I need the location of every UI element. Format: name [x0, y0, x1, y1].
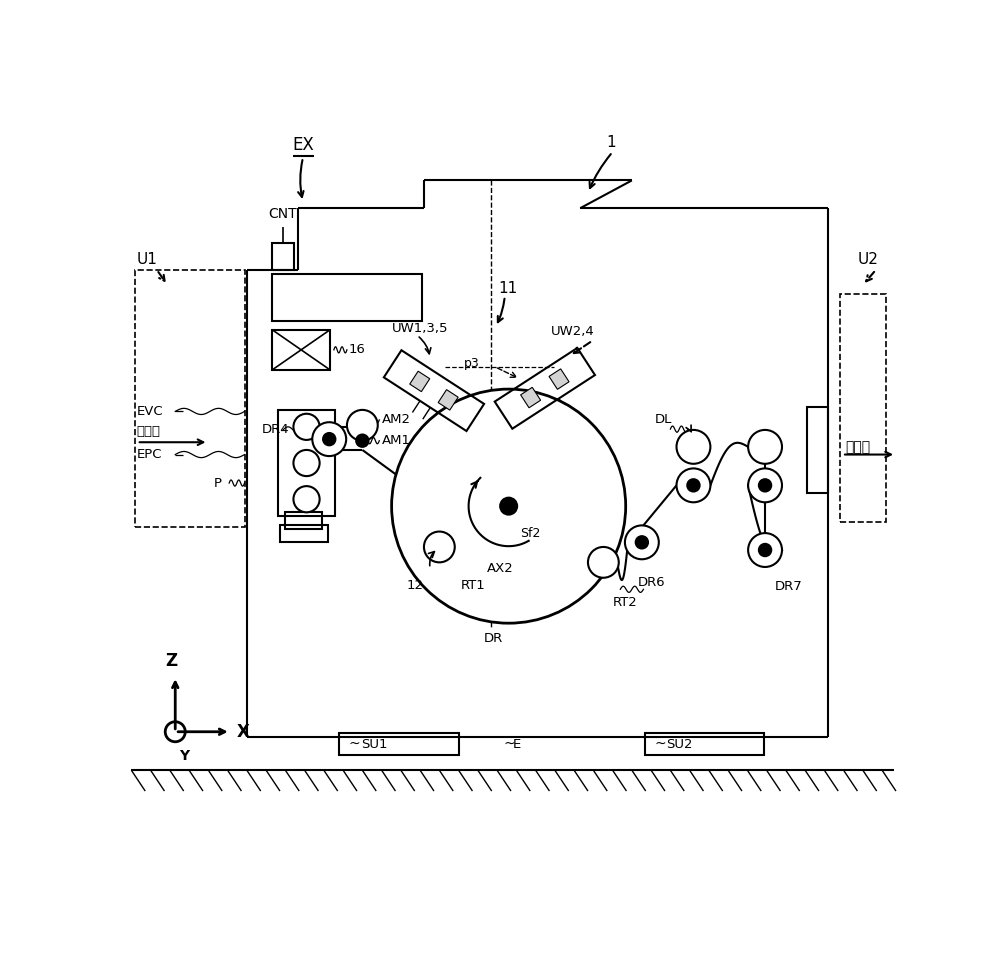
- Bar: [278, 410, 335, 517]
- Text: RT1: RT1: [461, 579, 486, 592]
- Bar: [339, 733, 459, 754]
- Text: ~: ~: [503, 737, 515, 752]
- Circle shape: [165, 721, 185, 742]
- Text: 12: 12: [407, 579, 424, 592]
- Circle shape: [293, 450, 320, 476]
- Text: X: X: [237, 722, 250, 741]
- Text: E: E: [512, 738, 521, 751]
- Text: RT2: RT2: [613, 596, 637, 609]
- Circle shape: [748, 430, 782, 464]
- Circle shape: [588, 547, 619, 578]
- Text: Y: Y: [179, 749, 189, 762]
- Circle shape: [636, 536, 648, 549]
- Text: EX: EX: [292, 136, 314, 154]
- Text: p3: p3: [464, 357, 480, 370]
- Circle shape: [293, 486, 320, 513]
- Circle shape: [759, 480, 771, 491]
- Circle shape: [500, 498, 517, 515]
- Text: EVC: EVC: [137, 405, 163, 418]
- Text: AM1: AM1: [382, 434, 411, 448]
- Circle shape: [392, 389, 626, 623]
- Polygon shape: [438, 389, 458, 410]
- Circle shape: [677, 430, 710, 464]
- Circle shape: [687, 480, 700, 491]
- Circle shape: [625, 525, 659, 559]
- Text: EPC: EPC: [137, 448, 162, 461]
- Circle shape: [424, 531, 455, 562]
- Bar: [280, 525, 328, 543]
- Text: 前工序: 前工序: [137, 425, 161, 438]
- Circle shape: [293, 414, 320, 440]
- Text: DR7: DR7: [774, 581, 802, 593]
- Bar: [272, 243, 294, 270]
- Text: U2: U2: [857, 252, 878, 267]
- Text: DR: DR: [484, 632, 503, 645]
- Text: Z: Z: [165, 653, 177, 670]
- Text: 16: 16: [348, 344, 365, 356]
- Circle shape: [323, 433, 335, 446]
- Bar: [272, 330, 330, 370]
- Text: CNT: CNT: [269, 207, 297, 221]
- Text: AX2: AX2: [487, 561, 514, 575]
- Text: SU2: SU2: [666, 738, 693, 751]
- Text: DR6: DR6: [638, 576, 666, 588]
- Text: ~: ~: [654, 737, 666, 752]
- Circle shape: [677, 468, 710, 502]
- Polygon shape: [549, 369, 569, 389]
- Circle shape: [748, 468, 782, 502]
- Bar: [807, 407, 828, 493]
- Circle shape: [312, 422, 346, 456]
- Text: AM2: AM2: [382, 414, 411, 426]
- Circle shape: [356, 435, 369, 447]
- Bar: [285, 513, 322, 529]
- Text: ~: ~: [348, 737, 360, 752]
- Text: U1: U1: [137, 252, 158, 267]
- Bar: [645, 733, 764, 754]
- Bar: [272, 274, 422, 321]
- Text: SU1: SU1: [361, 738, 387, 751]
- Text: DL: DL: [655, 413, 672, 425]
- Text: 11: 11: [499, 281, 518, 296]
- Bar: [135, 270, 245, 527]
- Text: UW1,3,5: UW1,3,5: [392, 322, 448, 335]
- Polygon shape: [521, 387, 541, 408]
- Circle shape: [759, 544, 771, 556]
- Text: DR4: DR4: [261, 423, 289, 436]
- Text: P: P: [214, 477, 222, 489]
- Text: 1: 1: [606, 135, 616, 150]
- Circle shape: [347, 410, 378, 441]
- Text: 后工序: 后工序: [845, 440, 870, 453]
- Text: Sf2: Sf2: [520, 526, 541, 540]
- Circle shape: [748, 533, 782, 567]
- Polygon shape: [410, 371, 430, 391]
- Text: UW2,4: UW2,4: [551, 325, 595, 338]
- Bar: [840, 294, 886, 521]
